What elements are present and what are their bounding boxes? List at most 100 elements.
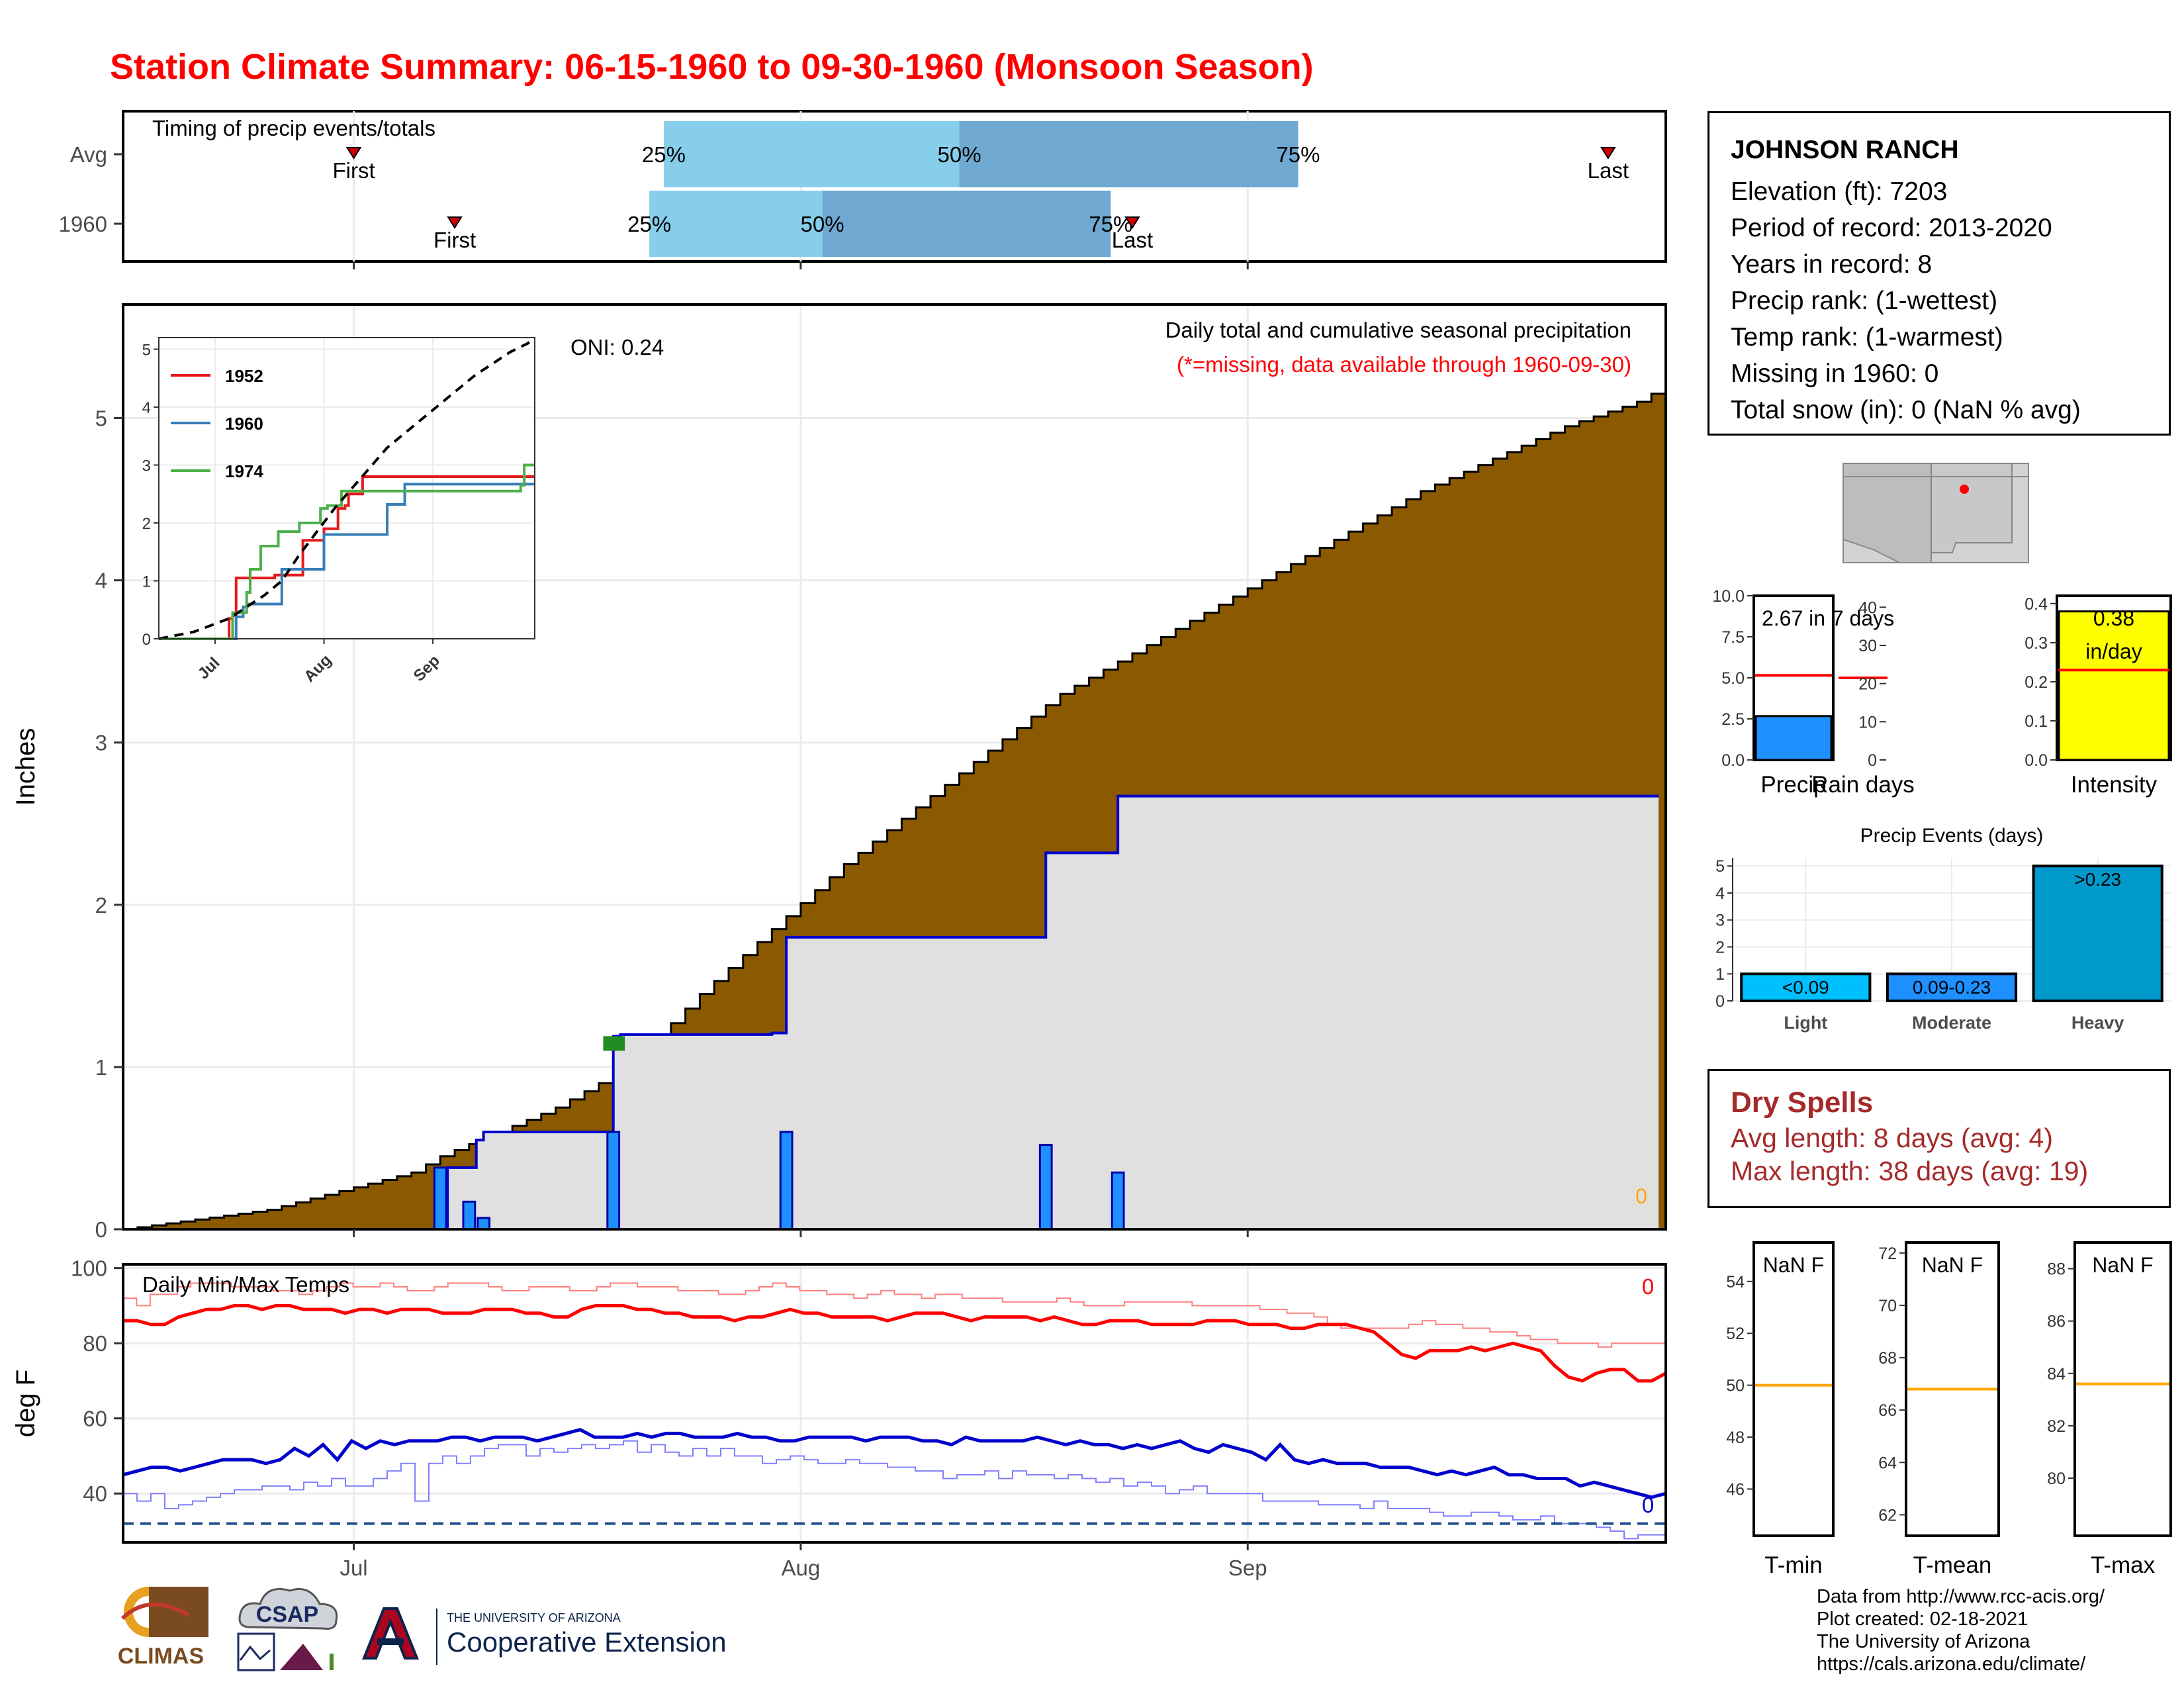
timing-pct-label: 25%	[642, 142, 686, 167]
timing-pct-label: 75%	[1276, 142, 1320, 167]
credit-university: The University of Arizona	[1817, 1631, 2030, 1652]
locator-map	[1843, 463, 2029, 563]
timing-last-marker	[1124, 216, 1140, 229]
temps-y-tick-label: 40	[83, 1481, 107, 1506]
above-avg-patch	[603, 1036, 625, 1051]
inset-y-tick-label: 4	[142, 399, 151, 417]
temps-x-tick-label: Sep	[1228, 1556, 1267, 1580]
timing-first-label: First	[433, 228, 476, 252]
inset-y-tick-label: 5	[142, 342, 151, 359]
timing-last-label: Last	[1588, 158, 1629, 183]
t-min-y-tick-label: 46	[1726, 1480, 1745, 1499]
map-new-mexico	[1931, 463, 2013, 553]
daily-precip-bar	[477, 1217, 491, 1231]
inset-y-tick-label: 0	[142, 631, 151, 649]
intensity-y-tick-label: 0.2	[2025, 673, 2048, 692]
station-snow: Total snow (in): 0 (NaN % avg)	[1731, 396, 2081, 424]
precip-y-tick-label: 0	[95, 1217, 107, 1242]
timing-q2-bar	[822, 191, 1111, 257]
page-title: Station Climate Summary: 06-15-1960 to 0…	[110, 47, 1314, 87]
inset-border	[158, 337, 535, 639]
precip-events-y-tick-label: 0	[1715, 992, 1725, 1011]
timing-row-Avg: Avg 25% 50% 75% First Last	[70, 121, 1629, 187]
timing-row-1960: 1960 25% 50% 75% First Last	[59, 191, 1153, 257]
t-max-y-tick-label: 86	[2047, 1313, 2066, 1331]
inset-y-tick-label: 1	[142, 573, 151, 591]
ua-cooperative-extension-logo: THE UNIVERSITY OF ARIZONA Cooperative Ex…	[362, 1607, 727, 1665]
ua-header-text: THE UNIVERSITY OF ARIZONA	[447, 1611, 621, 1624]
csap-logo-text: CSAP	[256, 1602, 318, 1627]
tmin-year-line	[123, 1440, 1666, 1540]
t-max-value-label: NaN F	[2092, 1253, 2153, 1277]
dry-spells-max: Max length: 38 days (avg: 19)	[1731, 1156, 2089, 1186]
inset-series-1974	[159, 463, 535, 640]
intensity-bar	[2058, 610, 2170, 761]
timing-q1-bar	[649, 191, 823, 257]
precip-events-bar	[1886, 972, 2018, 1002]
rain-days-y-tick-label: 20	[1858, 675, 1877, 694]
dry-spells-title: Dry Spells	[1731, 1086, 1874, 1119]
station-period: Period of record: 2013-2020	[1731, 214, 2052, 242]
tmin-missing-count: 0	[1642, 1493, 1654, 1517]
precip-events-chart: Precip Events (days) <0.09 Light 0.09-0.23 M…	[1715, 825, 2171, 1033]
precip-missing-note: (*=missing, data available through 1960-…	[1177, 352, 1631, 377]
credit-data-source: Data from http://www.rcc-acis.org/	[1817, 1586, 2105, 1607]
rain-days-y-tick-label: 0	[1868, 751, 1877, 770]
dry-spells-avg: Avg length: 8 days (avg: 4)	[1731, 1123, 2053, 1153]
precip-y-tick-label: 3	[95, 731, 107, 755]
year-cumulative-area	[123, 796, 1659, 1229]
precip-events-category: Light	[1784, 1013, 1827, 1033]
t-min-y-tick-label: 48	[1726, 1429, 1745, 1447]
timing-first-marker	[345, 147, 362, 160]
climas-logo: CLIMAS	[118, 1587, 208, 1669]
daily-precip-bar	[433, 1166, 447, 1231]
panel-t-min: 46 48 50 52 54 NaN F T-min	[1726, 1241, 1835, 1578]
panel-t-max: 80 82 84 86 88 NaN F T-max	[2047, 1241, 2172, 1578]
timing-q2-bar	[959, 121, 1298, 187]
timing-pct-label: 75%	[1089, 212, 1132, 236]
panel-precip-total: 0.0 2.5 5.0 7.5 10.0 2.67 in Precip	[1712, 587, 1835, 798]
panel-t-mean: 62 64 66 68 70 72 NaN F T-mean	[1878, 1241, 2000, 1578]
t-min-y-tick-label: 52	[1726, 1325, 1745, 1343]
tmax-avg-line	[123, 1303, 1667, 1383]
panel-intensity: 0.0 0.1 0.2 0.3 0.4 0.38 in/day Intensity	[2025, 594, 2172, 798]
timing-pct-label: 50%	[938, 142, 981, 167]
precip-annotation: Daily total and cumulative seasonal prec…	[1165, 318, 1631, 342]
intensity-y-tick-label: 0.0	[2025, 751, 2048, 770]
precip-events-category: Heavy	[2071, 1013, 2124, 1033]
t-max-frame	[2073, 1241, 2172, 1537]
precip-events-bar	[1740, 972, 1872, 1002]
inset-series-1960	[159, 483, 535, 640]
precip-missing-count: 0	[1635, 1184, 1647, 1208]
intensity-y-tick-label: 0.3	[2025, 634, 2048, 653]
precip-total-y-tick-label: 5.0	[1721, 669, 1745, 688]
intensity-unit-label: in/day	[2085, 639, 2142, 663]
dry-spells-box: Dry Spells Avg length: 8 days (avg: 4) M…	[1707, 1069, 2171, 1208]
station-years: Years in record: 8	[1731, 250, 1933, 279]
inset-y-tick-label: 2	[142, 515, 151, 533]
climas-logo-text: CLIMAS	[118, 1644, 204, 1669]
t-mean-x-label: T-mean	[1913, 1552, 1992, 1578]
t-min-y-tick-label: 50	[1726, 1377, 1745, 1395]
timing-label: Timing of precip events/totals	[152, 116, 435, 140]
credit-url: https://cals.arizona.edu/climate/	[1817, 1654, 2086, 1675]
precip-events-bar-label: <0.09	[1782, 977, 1829, 998]
station-location-dot	[1960, 485, 1969, 494]
temps-x-tick-label: Jul	[340, 1556, 367, 1580]
rain-days-value-label: 7 days	[1832, 606, 1894, 630]
temps-label: Daily Min/Max Temps	[142, 1272, 349, 1297]
t-min-value-label: NaN F	[1763, 1253, 1824, 1277]
t-mean-y-tick-label: 66	[1878, 1401, 1897, 1420]
intensity-y-tick-label: 0.1	[2025, 712, 2048, 731]
t-mean-y-tick-label: 62	[1878, 1506, 1897, 1524]
rain-days-y-tick-label: 40	[1858, 598, 1877, 617]
daily-precip-bar	[462, 1200, 477, 1231]
tmax-year-line	[123, 1282, 1666, 1348]
temps-y-tick-label: 100	[71, 1256, 107, 1281]
precip-total-bar	[1754, 715, 1833, 761]
inset-y-tick-label: 3	[142, 457, 151, 475]
precip-events-y-tick-label: 2	[1715, 938, 1725, 957]
temps-frame	[122, 1263, 1667, 1544]
